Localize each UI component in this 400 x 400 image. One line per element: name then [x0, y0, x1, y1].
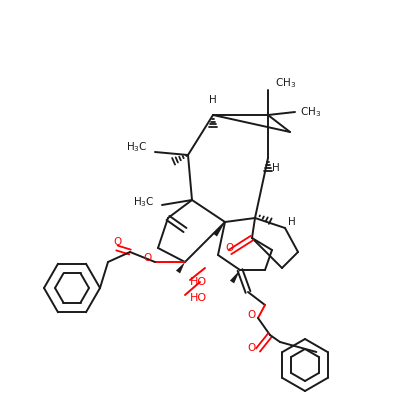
- Text: H: H: [288, 217, 296, 227]
- Text: HO: HO: [190, 293, 207, 303]
- Text: CH$_3$: CH$_3$: [275, 76, 296, 90]
- Polygon shape: [213, 222, 225, 236]
- Text: H$_3$C: H$_3$C: [134, 195, 155, 209]
- Text: H: H: [209, 95, 217, 105]
- Text: O: O: [114, 237, 122, 247]
- Text: CH$_3$: CH$_3$: [300, 105, 321, 119]
- Text: O: O: [144, 253, 152, 263]
- Text: O: O: [226, 243, 234, 253]
- Text: O: O: [248, 343, 256, 353]
- Text: HO: HO: [190, 277, 207, 287]
- Polygon shape: [176, 262, 185, 274]
- Text: H: H: [272, 163, 280, 173]
- Text: O: O: [248, 310, 256, 320]
- Polygon shape: [230, 270, 240, 283]
- Text: H$_3$C: H$_3$C: [126, 140, 148, 154]
